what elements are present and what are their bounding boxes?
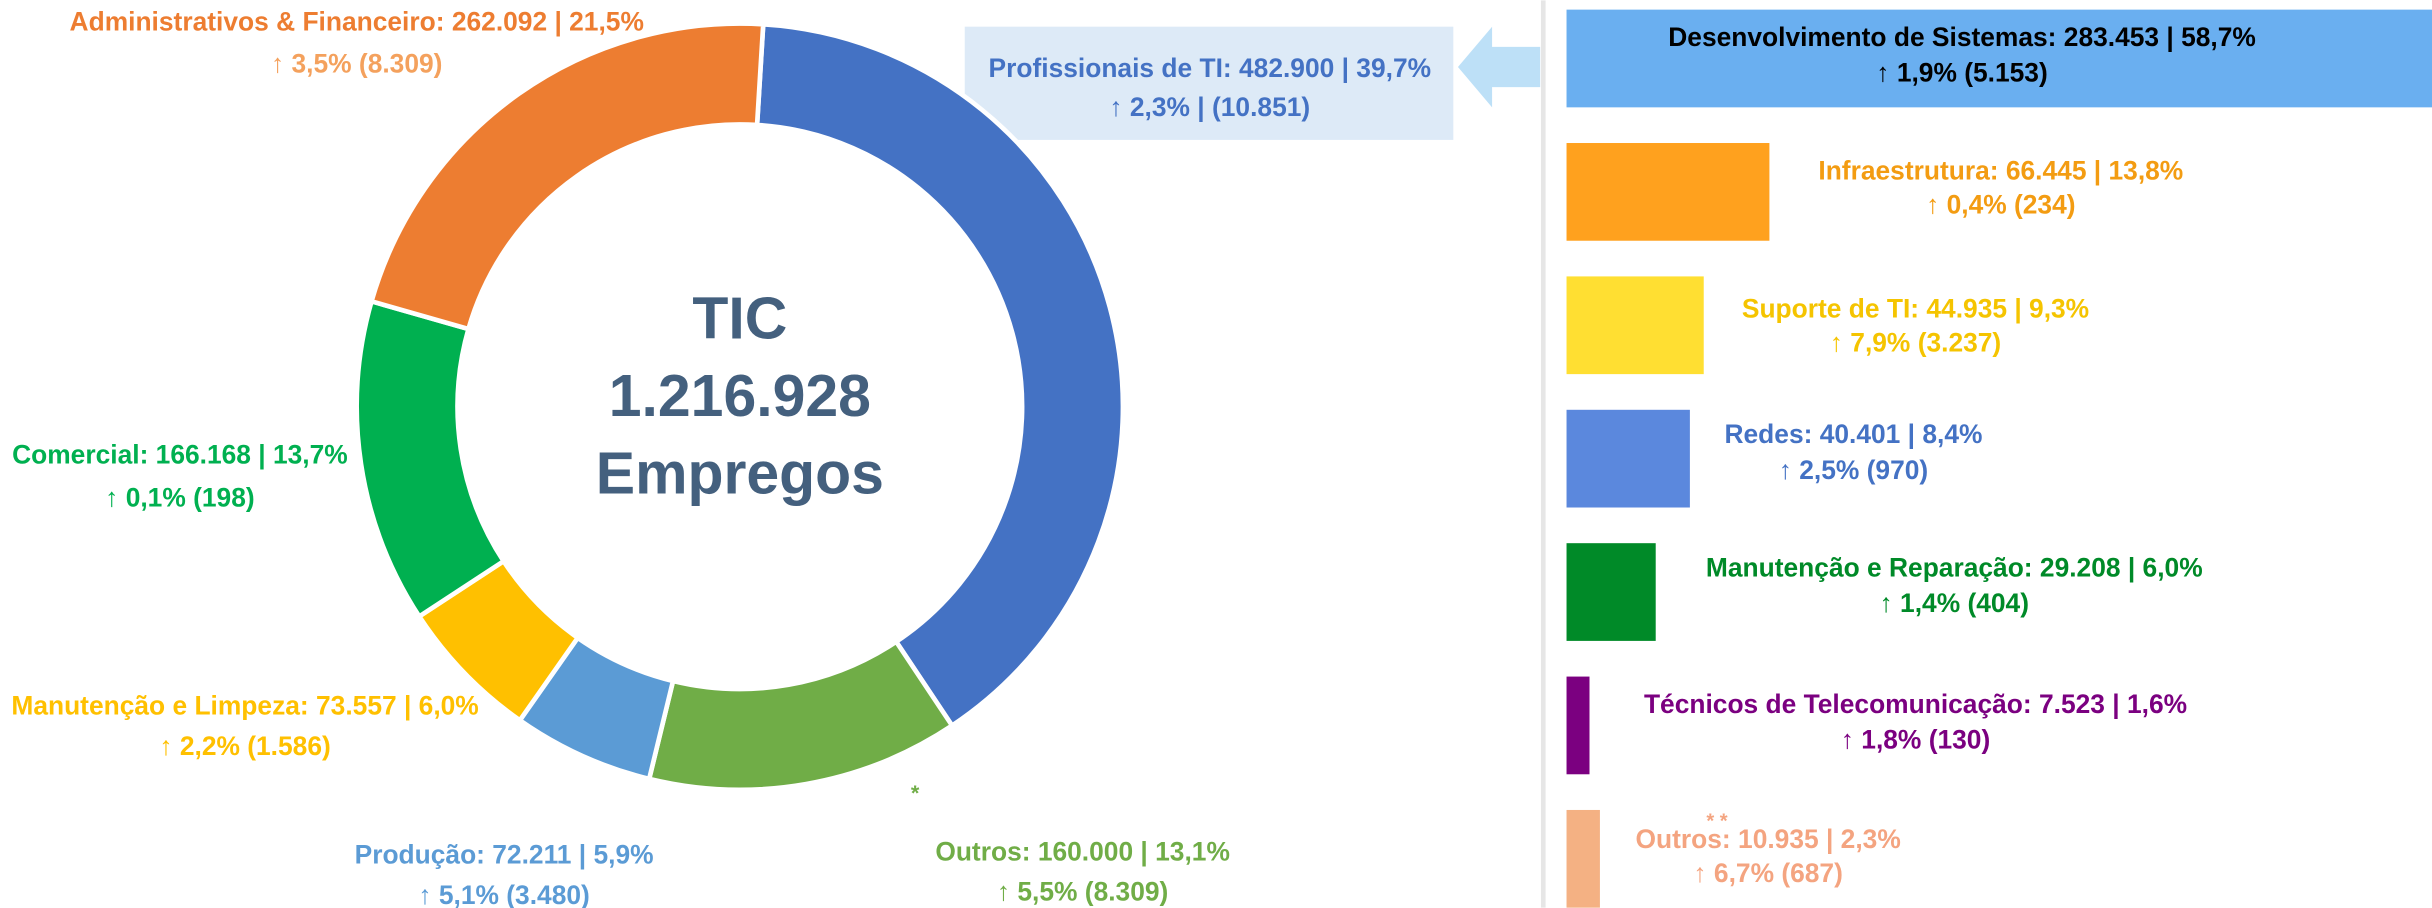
bar-label: Infraestrutura: 66.445 | 13,8%: [1818, 155, 2183, 185]
slice-label: Profissionais de TI: 482.900 | 39,7%: [989, 53, 1432, 83]
slice-label: Produção: 72.211 | 5,9%: [355, 839, 654, 869]
bar: [1566, 676, 1590, 775]
slice-label: Outros: 160.000 | 13,1%: [935, 836, 1230, 866]
bar: [1566, 9, 2432, 108]
annotation: * *: [1706, 811, 1727, 833]
callout-arrow: [1457, 26, 1541, 108]
bar-growth: ↑ 6,7% (687): [1693, 858, 1842, 888]
bar-label: Técnicos de Telecomunicação: 7.523 | 1,6…: [1644, 689, 2187, 719]
bar-label: Suporte de TI: 44.935 | 9,3%: [1742, 293, 2089, 323]
bar-growth: ↑ 1,9% (5.153): [1876, 58, 2047, 88]
bar-label: Outros: 10.935 | 2,3%: [1636, 824, 1901, 854]
slice-growth: ↑ 2,3% | (10.851): [1109, 92, 1310, 122]
bar-label: Manutenção e Reparação: 29.208 | 6,0%: [1706, 553, 2203, 583]
slice-label: Comercial: 166.168 | 13,7%: [12, 439, 348, 469]
bar-growth: ↑ 7,9% (3.237): [1830, 328, 2001, 358]
slice-label: Manutenção e Limpeza: 73.557 | 6,0%: [11, 691, 478, 721]
bar: [1566, 276, 1704, 375]
bar-growth: ↑ 0,4% (234): [1926, 190, 2075, 220]
bar-growth: ↑ 1,4% (404): [1880, 588, 2029, 618]
bar: [1566, 543, 1656, 641]
slice-growth: ↑ 5,5% (8.309): [997, 877, 1168, 907]
bar: [1566, 809, 1600, 908]
center-text: 1.216.928: [609, 364, 871, 429]
bar-label: Redes: 40.401 | 8,4%: [1724, 419, 1982, 449]
donut-slice: [354, 298, 507, 620]
center-text: TIC: [692, 287, 787, 352]
slice-growth: ↑ 5,1% (3.480): [418, 880, 589, 908]
slice-label: Administrativos & Financeiro: 262.092 | …: [70, 7, 644, 37]
donut-slice: [754, 21, 1126, 729]
annotation: *: [911, 780, 920, 805]
donut-slice: [368, 21, 766, 332]
center-text: Empregos: [596, 442, 884, 507]
bar: [1566, 409, 1690, 508]
bar-label: Desenvolvimento de Sistemas: 283.453 | 5…: [1668, 22, 2256, 52]
slice-growth: ↑ 0,1% (198): [105, 483, 254, 513]
slice-growth: ↑ 3,5% (8.309): [271, 48, 442, 78]
bar-growth: ↑ 2,5% (970): [1779, 455, 1928, 485]
bar: [1566, 143, 1770, 241]
donut-slice: [646, 638, 956, 793]
callout-box: [964, 26, 1454, 140]
slice-growth: ↑ 2,2% (1.586): [159, 731, 330, 761]
bar-growth: ↑ 1,8% (130): [1841, 725, 1990, 755]
